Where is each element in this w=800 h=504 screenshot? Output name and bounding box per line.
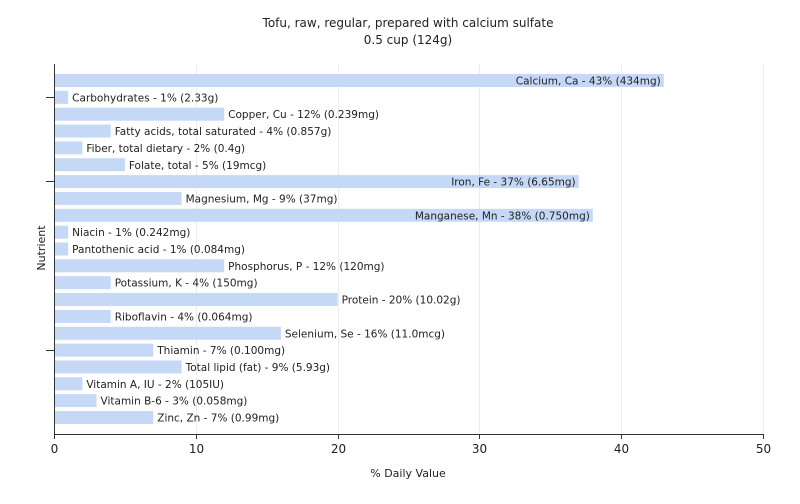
bar <box>54 225 69 239</box>
bar <box>54 343 154 357</box>
bar-label: Phosphorus, P - 12% (120mg) <box>228 261 384 273</box>
x-tick-label: 0 <box>51 442 59 456</box>
x-axis-title: % Daily Value <box>370 467 446 480</box>
chart-subtitle: 0.5 cup (124g) <box>364 33 452 47</box>
bar <box>54 309 111 323</box>
bar <box>54 377 83 391</box>
bar-label: Carbohydrates - 1% (2.33g) <box>72 92 218 104</box>
x-tick-label: 50 <box>756 442 771 456</box>
bar-label: Thiamin - 7% (0.100mg) <box>156 345 285 357</box>
bar <box>54 107 225 121</box>
bar-label: Calcium, Ca - 43% (434mg) <box>516 76 661 88</box>
bar <box>54 411 154 424</box>
y-axis-title: Nutrient <box>35 225 48 271</box>
bar <box>54 242 69 256</box>
bar <box>54 394 97 408</box>
bar <box>54 326 281 340</box>
bar-label: Protein - 20% (10.02g) <box>342 295 461 307</box>
bar <box>54 158 125 172</box>
bar-label: Vitamin B-6 - 3% (0.058mg) <box>101 396 248 408</box>
bar-label: Potassium, K - 4% (150mg) <box>115 278 258 290</box>
bar <box>54 360 182 374</box>
bar <box>54 175 579 189</box>
x-tick-label: 30 <box>472 442 487 456</box>
x-tick-label: 40 <box>614 442 629 456</box>
bar <box>54 259 225 273</box>
bar-label: Fiber, total dietary - 2% (0.4g) <box>86 143 245 155</box>
bar <box>54 191 182 205</box>
bar-label: Iron, Fe - 37% (6.65mg) <box>451 177 575 189</box>
bar <box>54 293 338 307</box>
bar <box>54 90 69 104</box>
bar-label: Magnesium, Mg - 9% (37mg) <box>186 193 338 205</box>
bar-label: Fatty acids, total saturated - 4% (0.857… <box>115 126 332 138</box>
bar-label: Total lipid (fat) - 9% (5.93g) <box>185 362 330 374</box>
bar-label: Copper, Cu - 12% (0.239mg) <box>228 109 379 121</box>
chart-title: Tofu, raw, regular, prepared with calciu… <box>262 16 554 30</box>
x-tick-label: 20 <box>331 442 346 456</box>
x-tick-label: 10 <box>189 442 204 456</box>
bar <box>54 74 664 87</box>
bar-label: Pantothenic acid - 1% (0.084mg) <box>72 244 245 256</box>
bar-label: Vitamin A, IU - 2% (105IU) <box>86 379 224 391</box>
grid-layer <box>196 64 764 434</box>
bars-layer: Calcium, Ca - 43% (434mg) Carbohydrates -… <box>54 74 664 425</box>
bar-label: Niacin - 1% (0.242mg) <box>72 227 190 239</box>
bar <box>54 141 83 155</box>
bar-label: Manganese, Mn - 38% (0.750mg) <box>415 210 590 222</box>
bar-label: Folate, total - 5% (19mcg) <box>129 160 266 172</box>
bar-label: Riboflavin - 4% (0.064mg) <box>115 311 253 323</box>
bar-label: Zinc, Zn - 7% (0.99mg) <box>157 413 279 425</box>
bar-label: Selenium, Se - 16% (11.0mcg) <box>285 328 445 340</box>
bar <box>54 208 593 222</box>
bar <box>54 276 111 290</box>
axes-layer: 0 10 20 30 40 50 <box>46 64 771 456</box>
bar <box>54 124 111 138</box>
